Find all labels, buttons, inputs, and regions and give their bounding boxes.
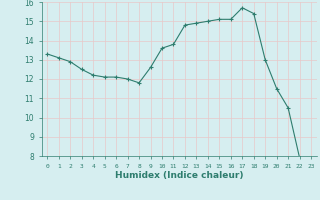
- X-axis label: Humidex (Indice chaleur): Humidex (Indice chaleur): [115, 171, 244, 180]
